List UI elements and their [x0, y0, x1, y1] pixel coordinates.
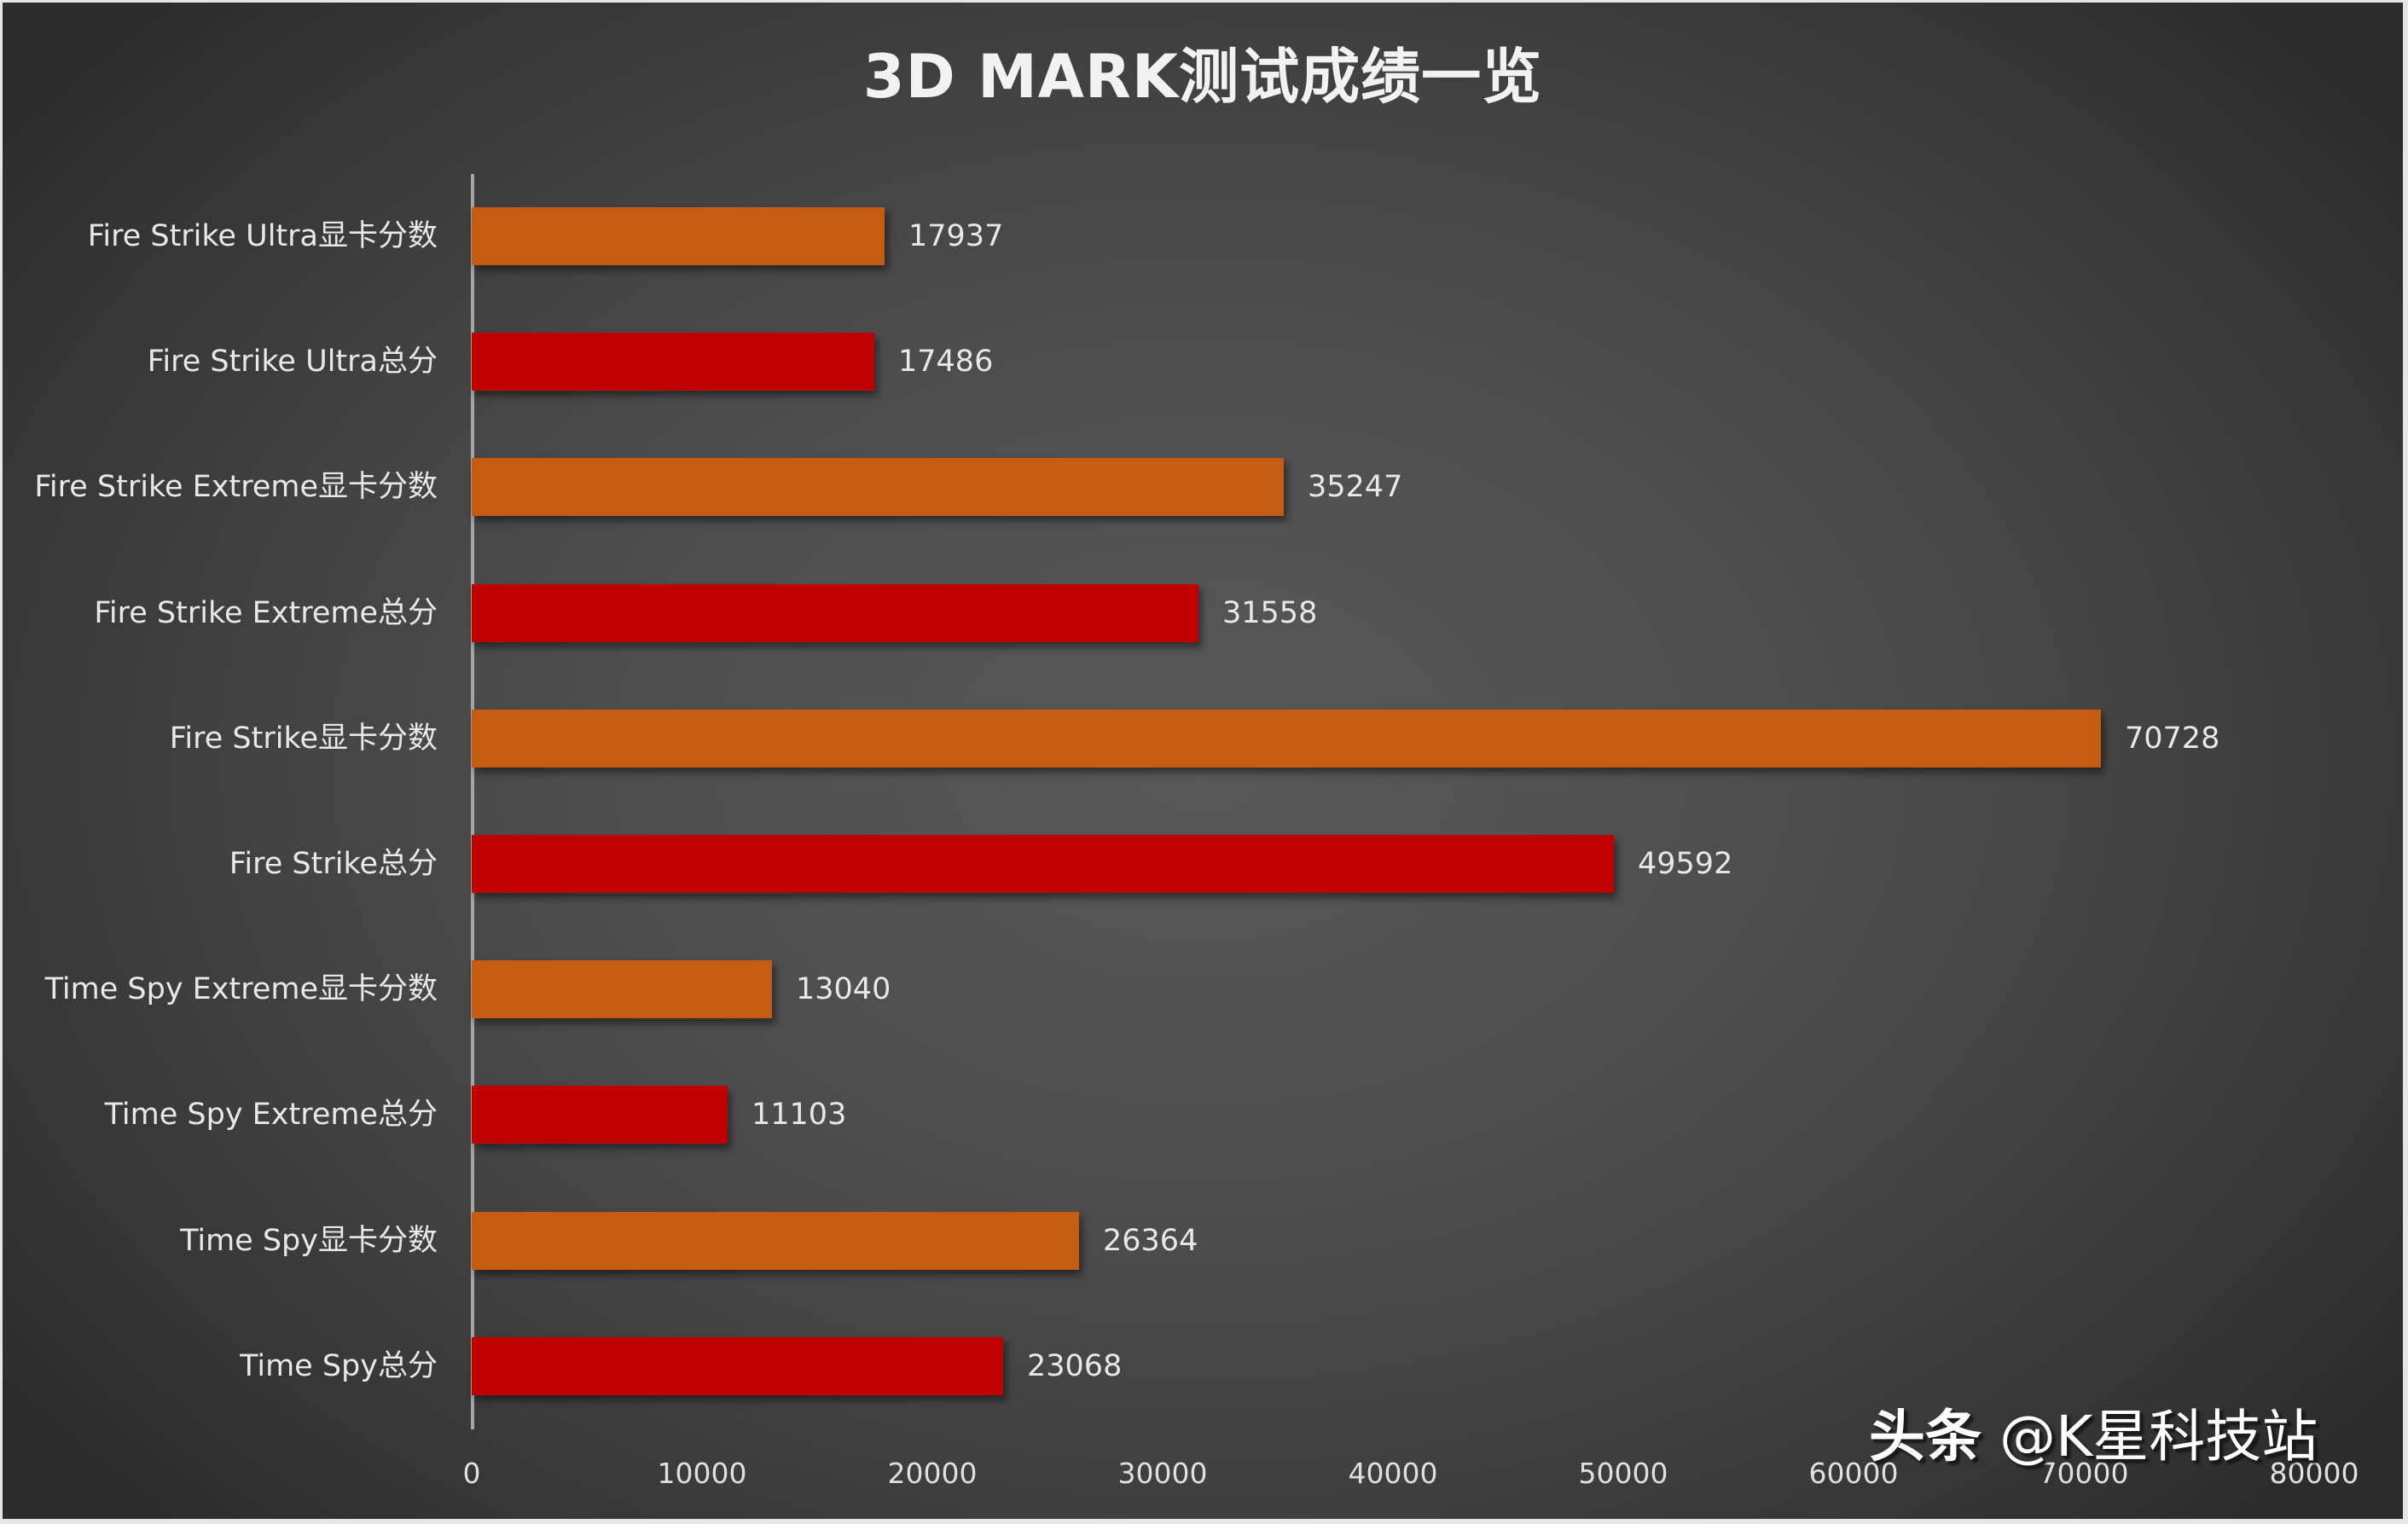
watermark: 头条 @K星科技站: [1869, 1403, 2318, 1471]
x-tick-label: 30000: [1117, 1457, 1208, 1490]
bar: [472, 584, 1198, 642]
category-label: Fire Strike显卡分数: [169, 721, 438, 756]
x-tick-label: 20000: [887, 1457, 978, 1490]
bar: [472, 333, 874, 391]
value-label: 35247: [1308, 470, 1403, 504]
category-label: Fire Strike Extreme总分: [94, 596, 438, 630]
bar: [472, 835, 1614, 893]
x-tick-label: 60000: [1808, 1457, 1899, 1490]
category-label: Time Spy显卡分数: [180, 1224, 438, 1258]
value-label: 13040: [796, 972, 891, 1006]
bar: [472, 1337, 1003, 1395]
x-tick-label: 50000: [1578, 1457, 1668, 1490]
value-label: 26364: [1103, 1224, 1198, 1258]
category-label: Fire Strike Extreme显卡分数: [34, 470, 438, 504]
category-label: Fire Strike Ultra显卡分数: [87, 219, 438, 253]
category-label: Time Spy Extreme总分: [104, 1098, 438, 1132]
category-label: Fire Strike Ultra总分: [147, 345, 438, 379]
x-tick-label: 80000: [2269, 1457, 2359, 1490]
value-label: 17937: [908, 219, 1004, 253]
bar: [472, 458, 1284, 516]
bar: [472, 1086, 728, 1144]
value-label: 23068: [1027, 1349, 1123, 1383]
bar: [472, 207, 885, 265]
chart-panel: 3D MARK测试成绩一览 Fire Strike Ultra显卡分数 17937…: [3, 3, 2403, 1519]
x-tick-label: 70000: [2039, 1457, 2129, 1490]
chart-title: 3D MARK测试成绩一览: [862, 42, 1543, 112]
value-label: 17486: [898, 345, 994, 379]
category-label: Time Spy总分: [240, 1349, 438, 1383]
value-label: 70728: [2125, 721, 2220, 756]
x-tick-label: 0: [462, 1457, 481, 1490]
x-tick-label: 10000: [657, 1457, 747, 1490]
value-label: 11103: [751, 1098, 847, 1132]
category-label: Fire Strike总分: [229, 847, 438, 881]
value-label: 49592: [1638, 847, 1733, 881]
bar: [472, 1212, 1079, 1270]
bar: [472, 710, 2101, 768]
category-label: Time Spy Extreme显卡分数: [44, 972, 438, 1006]
value-label: 31558: [1222, 596, 1318, 630]
x-tick-label: 40000: [1348, 1457, 1438, 1490]
bar: [472, 960, 772, 1018]
y-axis-line: [471, 174, 474, 1429]
watermark-brand: 头条: [1869, 1404, 1982, 1469]
watermark-handle: @K星科技站: [1982, 1404, 2318, 1469]
